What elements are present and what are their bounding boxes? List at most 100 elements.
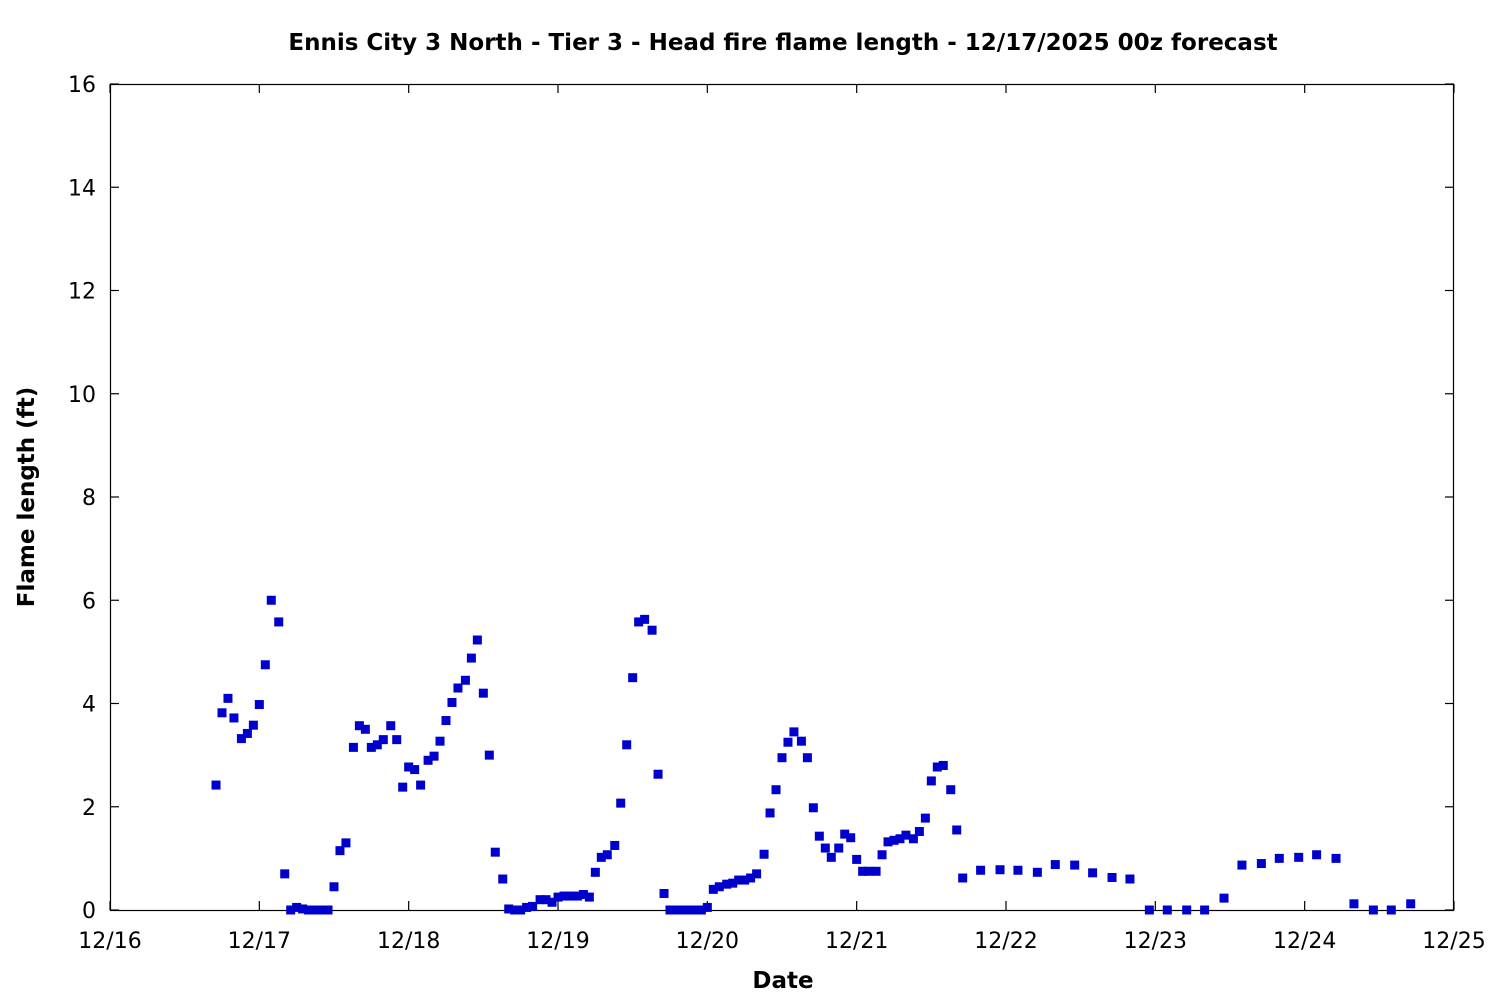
data-point	[808, 803, 818, 813]
data-point	[634, 617, 644, 627]
data-point	[622, 740, 632, 750]
data-point	[640, 614, 650, 624]
data-point	[553, 892, 563, 902]
data-point	[802, 753, 812, 763]
data-point	[1237, 860, 1247, 870]
data-point	[702, 902, 712, 912]
data-point	[341, 838, 351, 848]
data-point	[292, 902, 302, 912]
data-point	[441, 716, 451, 726]
data-point	[1406, 899, 1416, 909]
plot-border	[109, 83, 1455, 912]
data-point	[1144, 905, 1154, 915]
data-point	[304, 905, 314, 915]
data-point	[590, 867, 600, 877]
data-point	[1013, 865, 1023, 875]
data-point	[834, 843, 844, 853]
data-point	[690, 905, 700, 915]
y-axis: 0 2 4 6 8 10 12 14 16	[68, 73, 1454, 924]
data-point	[229, 713, 239, 723]
data-point	[404, 762, 414, 772]
chart-title: Ennis City 3 North - Tier 3 - Head fire …	[288, 30, 1277, 56]
data-point	[429, 751, 439, 761]
data-point	[771, 785, 781, 795]
data-point	[901, 830, 911, 840]
data-point	[783, 737, 793, 747]
data-point	[266, 595, 276, 605]
data-point	[323, 905, 333, 915]
data-point	[416, 780, 426, 790]
data-point	[895, 834, 905, 844]
data-point	[335, 846, 345, 856]
data-point	[516, 905, 526, 915]
data-point	[386, 721, 396, 731]
data-point	[311, 905, 321, 915]
x-tick-label: 12/21	[825, 929, 888, 954]
data-point	[348, 742, 358, 752]
data-point	[504, 904, 514, 914]
x-tick-label: 12/22	[974, 929, 1037, 954]
data-point	[1182, 905, 1192, 915]
data-point	[926, 776, 936, 786]
x-tick-label: 12/23	[1124, 929, 1187, 954]
x-tick-label: 12/17	[228, 929, 291, 954]
data-point	[254, 700, 264, 710]
x-tick-label: 12/25	[1422, 929, 1485, 954]
data-point	[759, 849, 769, 859]
data-point	[378, 735, 388, 745]
data-point	[460, 675, 470, 685]
data-point	[217, 708, 227, 718]
x-tick-label: 12/18	[377, 929, 440, 954]
y-tick-label: 8	[82, 486, 96, 511]
data-point	[572, 891, 582, 901]
data-point	[366, 742, 376, 752]
data-point	[484, 750, 494, 760]
data-point	[765, 808, 775, 818]
data-point	[286, 905, 296, 915]
data-point	[659, 888, 669, 898]
y-tick-label: 0	[82, 899, 96, 924]
data-point	[1162, 905, 1172, 915]
data-point	[995, 865, 1005, 875]
data-point	[938, 760, 948, 770]
data-point	[671, 905, 681, 915]
data-point	[820, 843, 830, 853]
data-point	[852, 854, 862, 864]
data-point	[541, 895, 551, 905]
data-point	[796, 736, 806, 746]
data-point	[908, 834, 918, 844]
data-point	[211, 780, 221, 790]
data-point	[1386, 905, 1396, 915]
data-point	[1088, 868, 1098, 878]
plot-frame	[109, 83, 1455, 912]
data-point	[840, 829, 850, 839]
data-point	[510, 905, 520, 915]
y-tick-label: 4	[82, 693, 96, 718]
y-tick-label: 14	[68, 176, 96, 201]
data-point	[628, 673, 638, 683]
data-point	[976, 865, 986, 875]
data-point	[535, 895, 545, 905]
data-point	[889, 835, 899, 845]
data-point	[728, 878, 738, 888]
data-point	[236, 734, 246, 744]
data-point	[696, 905, 706, 915]
data-point	[708, 884, 718, 894]
data-point	[871, 866, 881, 876]
data-point	[946, 785, 956, 795]
data-point	[914, 827, 924, 837]
data-point	[354, 721, 364, 731]
data-point	[584, 892, 594, 902]
data-point	[826, 852, 836, 862]
data-point	[734, 875, 744, 885]
data-point	[752, 869, 762, 879]
data-point	[952, 825, 962, 835]
data-point	[1256, 859, 1266, 869]
data-point	[329, 882, 339, 892]
data-point	[602, 850, 612, 860]
data-point	[242, 728, 252, 738]
data-point	[478, 688, 488, 698]
data-point	[466, 653, 476, 663]
x-tick-label: 12/19	[526, 929, 589, 954]
